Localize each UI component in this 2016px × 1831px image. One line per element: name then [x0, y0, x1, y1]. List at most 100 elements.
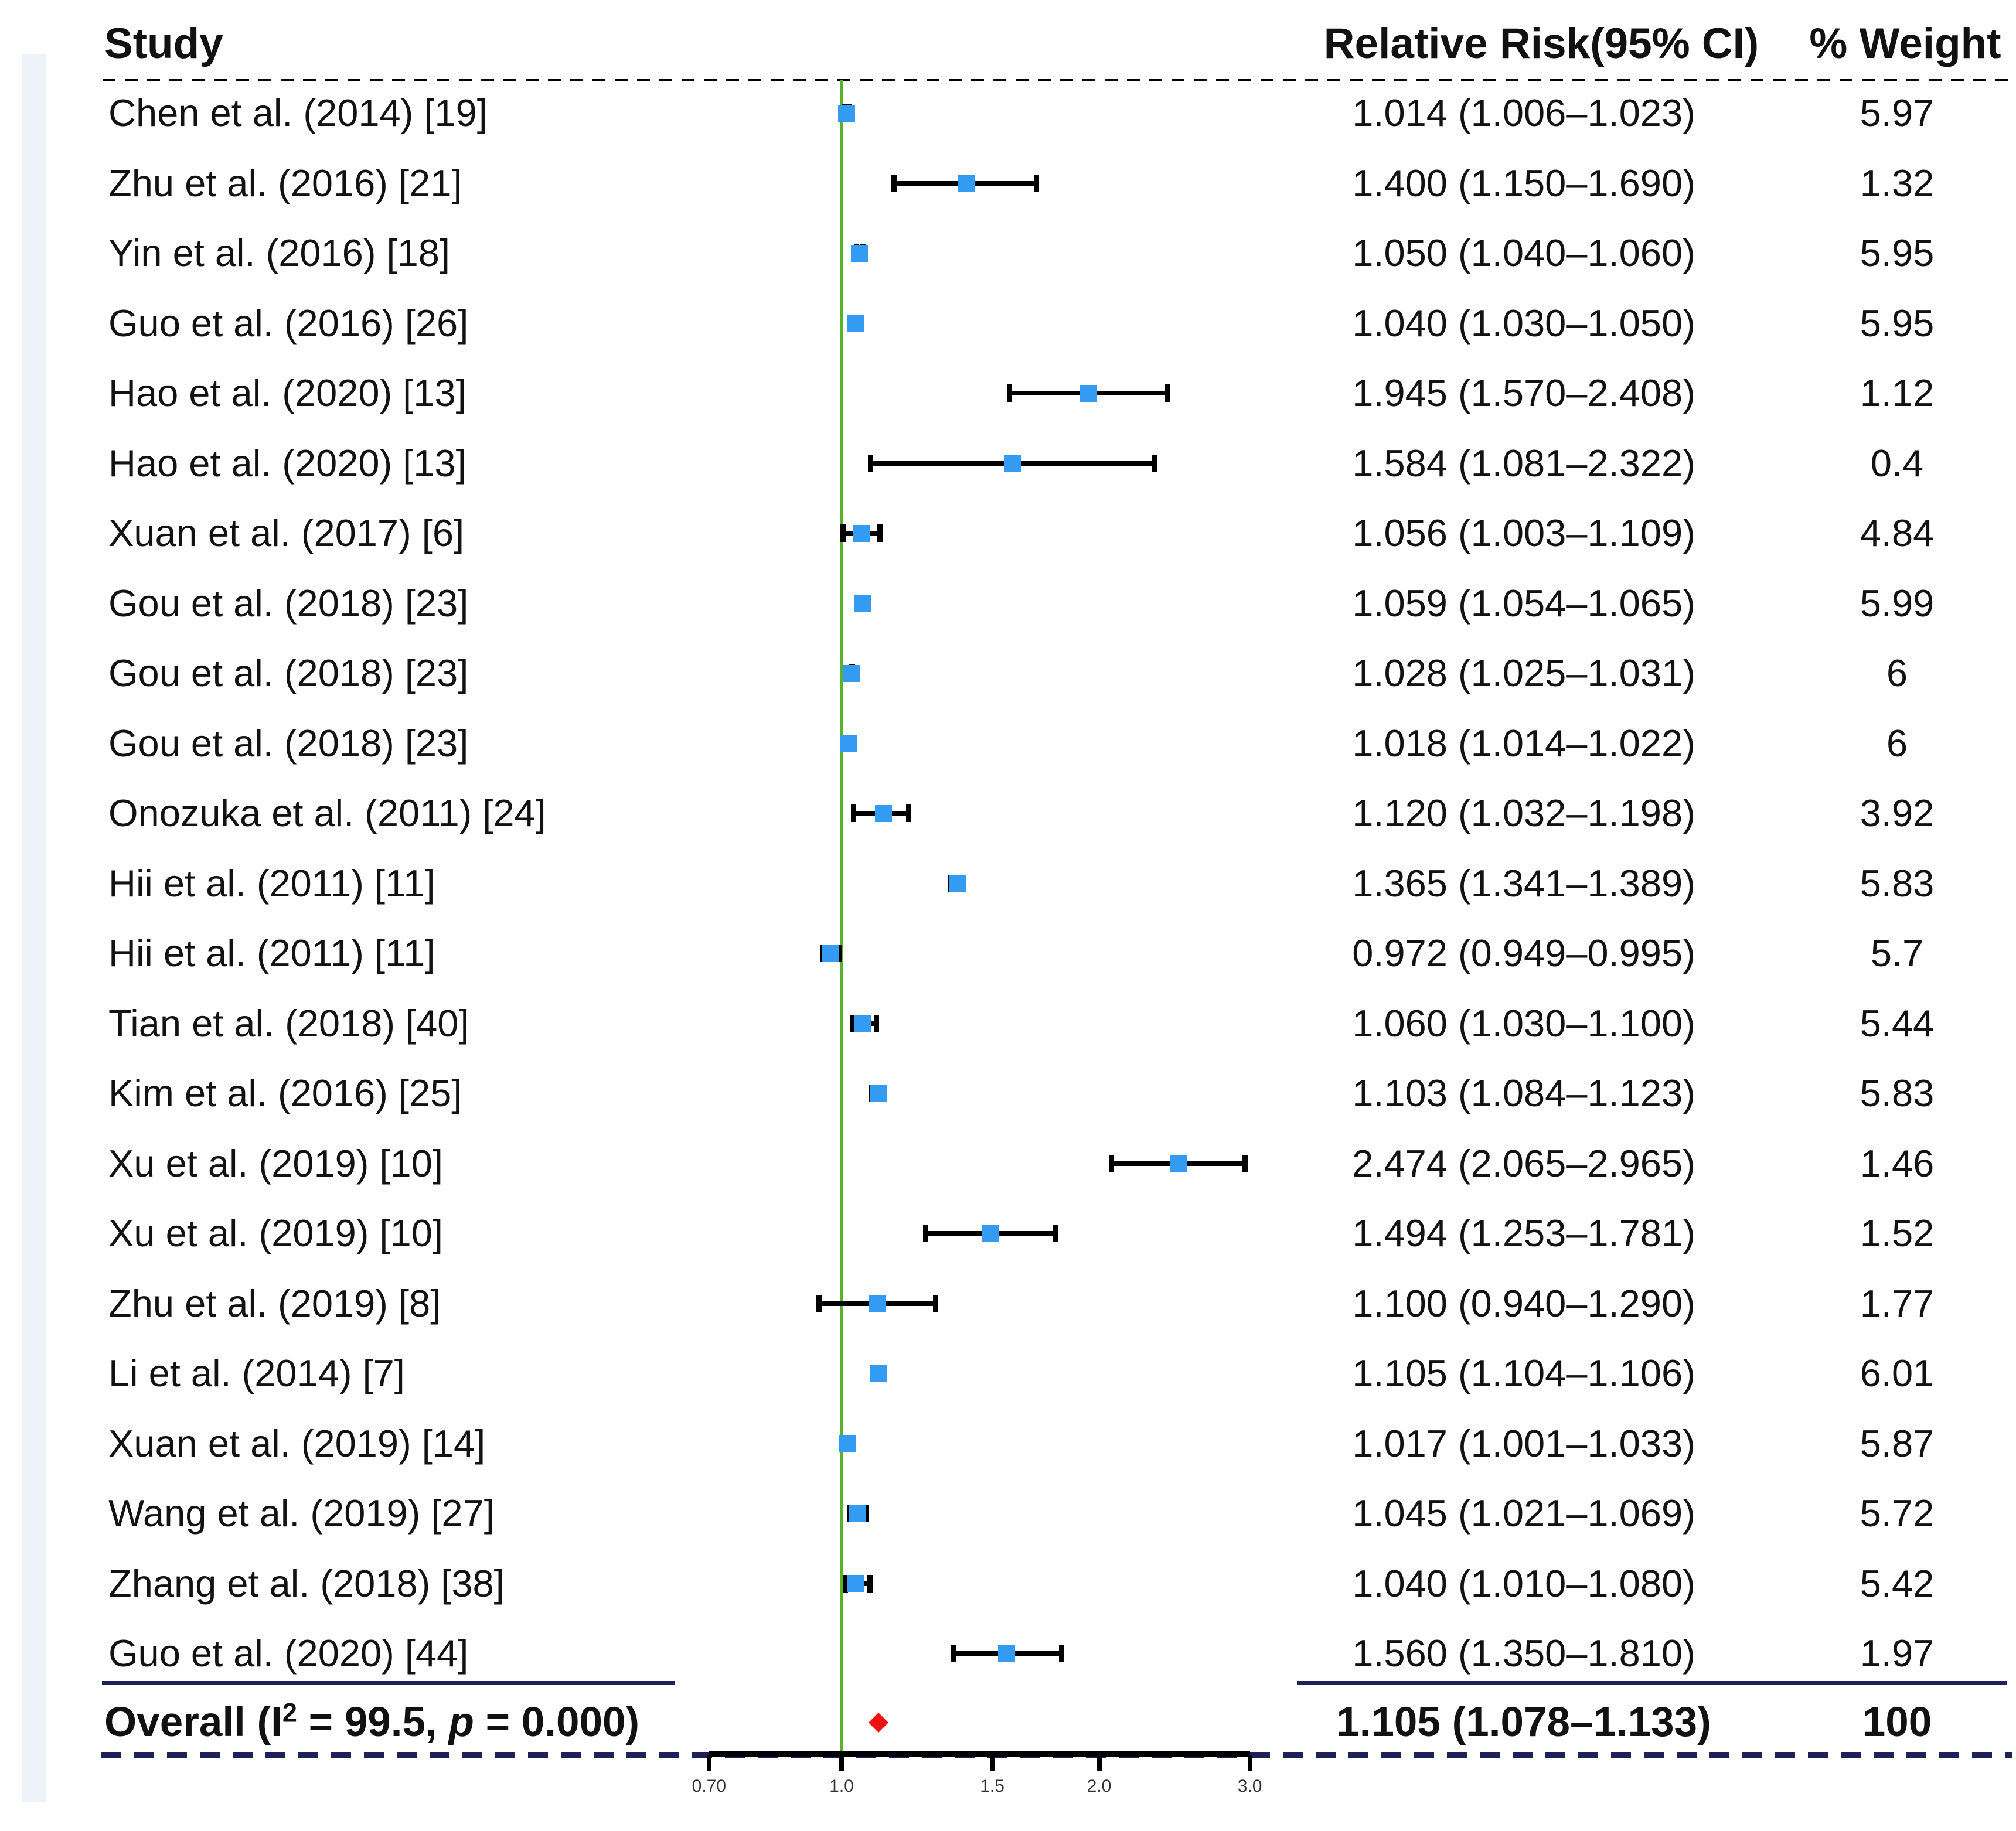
- rr-value: 1.040 (1.010–1.080): [1352, 1561, 1695, 1605]
- overall-label-pre: Overall (I: [104, 1699, 282, 1745]
- effect-square: [868, 1295, 886, 1312]
- effect-square: [839, 735, 857, 752]
- ci-cap-left: [891, 174, 897, 192]
- overall-label-p: p: [448, 1699, 474, 1745]
- x-axis-tick: [706, 1755, 711, 1771]
- study-label: Hii et al. (2011) [11]: [108, 932, 435, 974]
- weight-value: 5.7: [1870, 932, 1924, 974]
- ci-cap-left: [850, 804, 856, 822]
- study-label: Hao et al. (2020) [13]: [108, 371, 466, 414]
- weight-value: 5.95: [1860, 301, 1935, 345]
- ci-cap-right: [1165, 384, 1171, 402]
- study-label: Xuan et al. (2017) [6]: [108, 512, 465, 554]
- ci-cap-left: [850, 1014, 856, 1032]
- rr-value: 1.014 (1.006–1.023): [1352, 91, 1695, 134]
- effect-square: [875, 804, 893, 822]
- study-label: Zhu et al. (2019) [8]: [108, 1281, 441, 1325]
- ci-cap-left: [819, 945, 825, 962]
- effect-square: [998, 1645, 1016, 1662]
- ci-cap-right: [1059, 1645, 1065, 1662]
- rr-value: 1.103 (1.084–1.123): [1352, 1072, 1695, 1114]
- ci-cap-right: [867, 1574, 873, 1593]
- x-axis-tick-label: 2.0: [1087, 1777, 1112, 1796]
- effect-square: [853, 524, 871, 542]
- x-axis-tick-label: 1.5: [980, 1777, 1004, 1796]
- rr-value: 1.105 (1.104–1.106): [1352, 1352, 1695, 1394]
- weight-value: 1.32: [1860, 161, 1935, 204]
- weight-value: 5.83: [1860, 1072, 1935, 1114]
- rr-value: 1.120 (1.032–1.198): [1352, 792, 1695, 834]
- rr-value: 1.584 (1.081–2.322): [1352, 441, 1695, 485]
- rr-value: 1.056 (1.003–1.109): [1352, 512, 1695, 554]
- x-axis-line: [709, 1751, 1250, 1757]
- rr-value: 2.474 (2.065–2.965): [1352, 1141, 1695, 1185]
- weight-value: 6.01: [1860, 1352, 1935, 1394]
- x-axis-tick: [839, 1755, 844, 1771]
- study-label: Guo et al. (2016) [26]: [108, 301, 469, 345]
- study-label: Gou et al. (2018) [23]: [108, 652, 469, 694]
- rr-value: 1.045 (1.021–1.069): [1352, 1492, 1695, 1535]
- effect-square: [870, 1365, 887, 1382]
- weight-value: 1.52: [1860, 1212, 1935, 1254]
- overall-label-post: = 0.000): [474, 1699, 640, 1745]
- study-label: Gou et al. (2018) [23]: [108, 721, 469, 765]
- study-label: Zhu et al. (2016) [21]: [108, 161, 462, 204]
- ci-cap-left: [816, 1294, 822, 1312]
- ci-cap-left: [1108, 1154, 1114, 1172]
- rr-value: 1.018 (1.014–1.022): [1352, 721, 1695, 765]
- study-label: Xuan et al. (2019) [14]: [108, 1421, 486, 1465]
- reference-line: [840, 80, 843, 1752]
- rr-value: 1.050 (1.040–1.060): [1352, 231, 1695, 274]
- effect-square: [851, 244, 869, 262]
- weight-value: 5.97: [1860, 91, 1935, 134]
- effect-square: [1169, 1155, 1187, 1172]
- ci-cap-left: [923, 1225, 928, 1242]
- effect-square: [958, 175, 975, 192]
- study-label: Li et al. (2014) [7]: [108, 1352, 405, 1394]
- rr-value: 1.365 (1.341–1.389): [1352, 861, 1695, 905]
- effect-square: [982, 1225, 1000, 1242]
- effect-square: [1004, 455, 1021, 472]
- weight-value: 5.44: [1860, 1001, 1935, 1045]
- weight-value: 1.77: [1860, 1281, 1935, 1325]
- column-header-relative-risk: Relative Risk(95% CI): [1323, 20, 1759, 67]
- effect-square: [822, 945, 840, 962]
- x-axis-tick: [1096, 1755, 1102, 1771]
- effect-square: [839, 1435, 857, 1452]
- overall-label: Overall (I2 = 99.5, p = 0.000): [104, 1699, 639, 1746]
- study-label: Hao et al. (2020) [13]: [108, 441, 466, 485]
- rr-value: 1.028 (1.025–1.031): [1352, 652, 1695, 694]
- weight-value: 5.95: [1860, 231, 1935, 274]
- rr-value: 1.060 (1.030–1.100): [1352, 1001, 1695, 1045]
- rr-value: 1.059 (1.054–1.065): [1352, 581, 1695, 625]
- study-label: Wang et al. (2019) [27]: [108, 1492, 495, 1535]
- ci-cap-right: [1053, 1225, 1058, 1242]
- study-label: Hii et al. (2011) [11]: [108, 861, 435, 905]
- ci-cap-right: [933, 1294, 939, 1312]
- study-label: Yin et al. (2016) [18]: [108, 231, 450, 274]
- header-dashed-rule: [103, 79, 2014, 81]
- effect-square: [849, 1505, 867, 1522]
- page-edge-strip: [22, 54, 46, 1802]
- overall-label-sup2: 2: [282, 1697, 297, 1728]
- weight-value: 1.46: [1860, 1141, 1935, 1185]
- ci-cap-left: [868, 454, 874, 472]
- weight-value: 1.12: [1860, 371, 1935, 414]
- study-label: Kim et al. (2016) [25]: [108, 1072, 462, 1114]
- x-axis-tick-label: 3.0: [1237, 1777, 1262, 1796]
- ci-cap-right: [1033, 174, 1039, 192]
- rr-value: 1.400 (1.150–1.690): [1352, 161, 1695, 204]
- effect-square: [948, 875, 966, 892]
- x-axis-tick: [990, 1755, 995, 1771]
- ci-cap-right: [905, 804, 911, 822]
- study-label: Chen et al. (2014) [19]: [108, 91, 488, 134]
- rr-value: 1.040 (1.030–1.050): [1352, 301, 1695, 345]
- study-label: Xu et al. (2019) [10]: [108, 1212, 443, 1254]
- weight-value: 4.84: [1860, 512, 1935, 554]
- weight-value: 5.42: [1860, 1561, 1935, 1605]
- column-header-study: Study: [104, 20, 223, 67]
- overall-rr-value: 1.105 (1.078–1.133): [1336, 1699, 1711, 1745]
- rr-value: 1.494 (1.253–1.781): [1352, 1212, 1695, 1254]
- overall-separator-left: [102, 1681, 675, 1685]
